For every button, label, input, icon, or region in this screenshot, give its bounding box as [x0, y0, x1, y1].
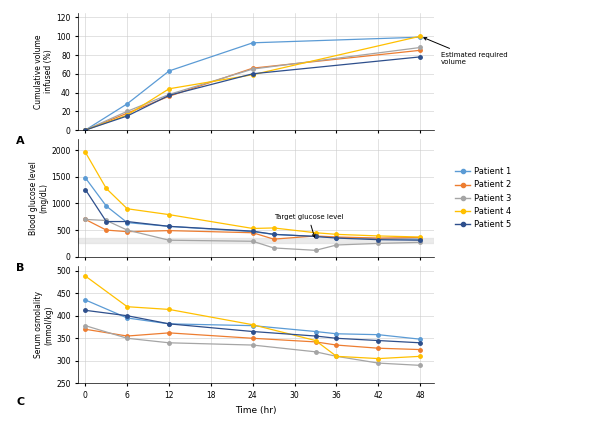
Text: C: C	[16, 397, 24, 408]
Text: B: B	[16, 262, 25, 273]
Y-axis label: Serum osmolality
(mmol/kg): Serum osmolality (mmol/kg)	[34, 291, 53, 358]
Y-axis label: Cumulative volume
infused (%): Cumulative volume infused (%)	[34, 34, 54, 109]
Text: Estimated required
volume: Estimated required volume	[424, 37, 508, 65]
X-axis label: Time (hr): Time (hr)	[236, 406, 277, 414]
Text: Target glucose level: Target glucose level	[274, 214, 343, 237]
Bar	[78, 238, 434, 243]
Y-axis label: Blood glucose level
(mg/dL): Blood glucose level (mg/dL)	[29, 161, 49, 235]
Legend: Patient 1, Patient 2, Patient 3, Patient 4, Patient 5: Patient 1, Patient 2, Patient 3, Patient…	[453, 165, 514, 231]
Text: A: A	[16, 136, 25, 146]
